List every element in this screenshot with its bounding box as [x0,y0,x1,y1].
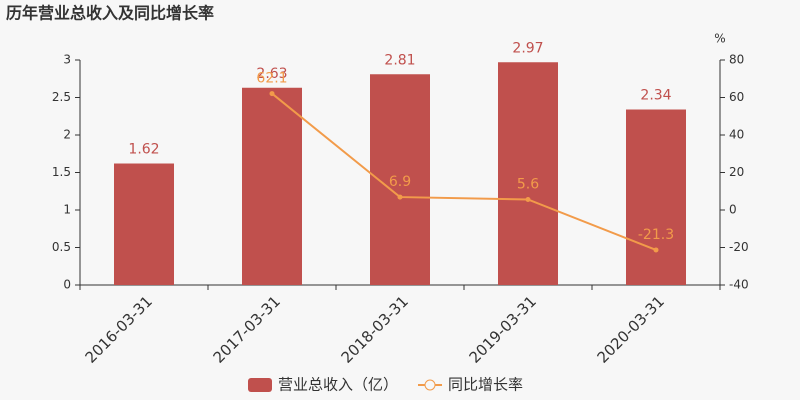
line-value-label: 5.6 [517,177,539,193]
bar-value-label: 2.63 [256,66,287,82]
legend-label: 同比增长率 [448,376,523,394]
bar-value-label: 2.81 [384,52,415,68]
bar-value-label: 2.97 [512,40,543,56]
y-tick-label: 2 [63,128,71,142]
chart-title: 历年营业总收入及同比增长率 [6,4,214,23]
y-tick-label: 2.5 [52,90,71,104]
bar [498,62,558,285]
line-point [525,197,531,202]
legend-label: 营业总收入（亿） [278,376,398,394]
line-point [653,247,659,253]
legend-swatch [248,378,272,392]
y2-tick-label: 0 [729,203,737,217]
bar [114,163,174,285]
y2-tick-label: 40 [729,128,744,142]
y-tick-label: 3 [63,53,71,67]
bar [626,109,686,285]
line [271,92,657,251]
bar [242,87,302,285]
line-value-label: 62.1 [256,71,287,87]
y2-tick-label: 80 [729,53,744,67]
legend-swatch-point [424,379,436,391]
y-tick-label: 0 [63,278,71,292]
bar-value-label: 2.34 [640,88,671,104]
y2-unit: % [714,32,725,46]
line-point [269,91,275,97]
y-tick-label: 0.5 [52,240,71,254]
y2-tick-label: -40 [729,278,749,292]
line-point [397,194,403,200]
line-value-label: 6.9 [389,174,411,190]
y2-tick-label: 20 [729,165,744,179]
y2-tick-label: -20 [729,240,749,254]
y2-tick-label: 60 [729,90,744,104]
y-tick-label: 1.5 [52,165,71,179]
bar-value-label: 1.62 [128,142,159,158]
line-value-label: -21.3 [638,227,674,243]
y-tick-label: 1 [63,203,71,217]
